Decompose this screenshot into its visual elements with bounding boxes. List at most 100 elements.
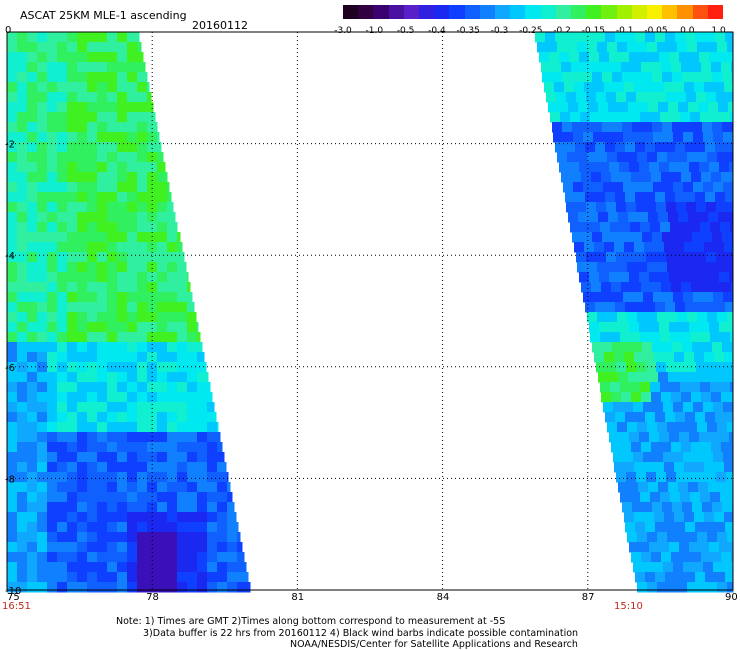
- swath-cell: [157, 182, 168, 193]
- swath-cell: [633, 452, 644, 463]
- swath-cell: [187, 462, 198, 473]
- swath-cell: [599, 162, 610, 173]
- swath-cell: [668, 482, 679, 493]
- swath-cell: [17, 272, 28, 283]
- swath-cell: [167, 502, 178, 513]
- swath-cell: [715, 302, 726, 313]
- swath-cell: [37, 512, 48, 523]
- swath-cell: [631, 282, 642, 293]
- swath-cell: [127, 232, 138, 243]
- swath-cell: [107, 482, 118, 493]
- colorbar-label: -0.35: [456, 26, 480, 36]
- swath-cell: [27, 292, 38, 303]
- swath-cell: [117, 422, 128, 433]
- swath-cell: [137, 192, 148, 203]
- swath-cell: [47, 212, 58, 223]
- swath-cell: [47, 492, 58, 503]
- swath-cell: [67, 152, 78, 163]
- swath-cell: [87, 442, 98, 453]
- swath-cell: [640, 112, 651, 123]
- swath-cell: [726, 92, 734, 103]
- swath-cell: [707, 532, 718, 543]
- swath-cell: [87, 182, 98, 193]
- swath-cell: [27, 32, 38, 43]
- swath-cell: [641, 392, 652, 403]
- swath-cell: [588, 212, 599, 223]
- swath-cell: [117, 272, 128, 283]
- swath-cell: [107, 562, 118, 573]
- swath-cell: [689, 162, 700, 173]
- swath-cell: [672, 232, 683, 243]
- swath-cell: [107, 242, 118, 253]
- swath-cell: [654, 242, 665, 253]
- swath-cell: [726, 472, 734, 483]
- swath-cell: [610, 222, 621, 233]
- swath-cell: [545, 32, 556, 43]
- swath-cell: [47, 142, 58, 153]
- swath-cell: [637, 312, 648, 323]
- swath-cell: [643, 132, 654, 143]
- swath-cell: [693, 182, 704, 193]
- swath-cell: [699, 432, 710, 443]
- swath-cell: [157, 552, 168, 563]
- swath-cell: [97, 72, 108, 83]
- swath-cell: [37, 432, 48, 443]
- swath-cell: [157, 342, 168, 353]
- swath-cell: [67, 372, 78, 383]
- swath-cell: [187, 422, 198, 433]
- colorbar-swatch: [586, 5, 602, 19]
- swath-cell: [197, 422, 208, 433]
- swath-cell: [17, 92, 28, 103]
- swath-cell: [701, 442, 712, 453]
- swath-cell: [727, 532, 734, 543]
- swath-cell: [57, 252, 68, 263]
- swath-cell: [177, 522, 188, 533]
- swath-cell: [586, 252, 597, 263]
- swath-cell: [57, 342, 68, 353]
- swath-cell: [679, 272, 690, 283]
- swath-cell: [571, 172, 582, 183]
- swath-cell: [147, 482, 158, 493]
- swath-cell: [686, 92, 697, 103]
- swath-cell: [727, 582, 734, 593]
- swath-cell: [87, 352, 98, 363]
- swath-cell: [137, 432, 148, 443]
- swath-cell: [137, 52, 144, 63]
- swath-cell: [614, 242, 625, 253]
- swath-cell: [638, 372, 649, 383]
- swath-cell: [7, 222, 18, 233]
- swath-cell: [47, 422, 58, 433]
- swath-cell: [598, 102, 609, 113]
- swath-cell: [47, 272, 58, 283]
- swath-cell: [87, 512, 98, 523]
- swath-cell: [703, 182, 714, 193]
- swath-cell: [7, 292, 18, 303]
- swath-cell: [683, 292, 694, 303]
- swath-cell: [217, 462, 227, 473]
- swath-cell: [7, 362, 18, 373]
- swath-cell: [97, 442, 108, 453]
- swath-cell: [177, 432, 188, 443]
- swath-cell: [17, 122, 28, 133]
- swath-cell: [37, 222, 48, 233]
- swath-cell: [147, 352, 158, 363]
- swath-cell: [726, 362, 734, 373]
- swath-cell: [17, 102, 28, 113]
- swath-cell: [600, 382, 611, 393]
- swath-cell: [77, 192, 88, 203]
- swath-cell: [127, 382, 138, 393]
- swath-cell: [550, 112, 561, 123]
- swath-cell: [17, 262, 28, 273]
- swath-cell: [17, 142, 28, 153]
- swath-cell: [107, 132, 118, 143]
- swath-cell: [117, 482, 128, 493]
- swath-cell: [656, 92, 667, 103]
- swath-cell: [727, 42, 734, 53]
- swath-cell: [687, 152, 698, 163]
- swath-cell: [47, 472, 58, 483]
- swath-cell: [603, 182, 614, 193]
- swath-cell: [87, 522, 98, 533]
- swath-cell: [612, 342, 623, 353]
- swath-cell: [662, 342, 673, 353]
- swath-cell: [616, 472, 627, 483]
